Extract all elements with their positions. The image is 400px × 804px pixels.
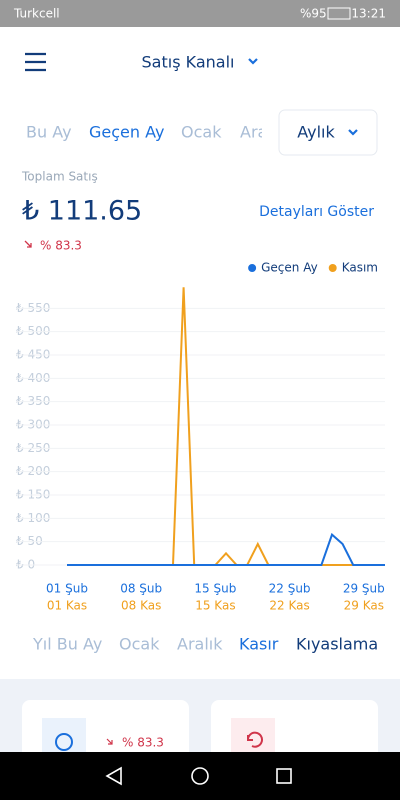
status-bar <box>0 0 400 27</box>
summary-change: % 83.3 <box>40 239 82 253</box>
down-arrow <box>106 738 113 745</box>
carrier: Turkcell <box>13 7 60 21</box>
bottom-tab[interactable]: Ocak <box>119 635 160 654</box>
menu-button[interactable] <box>25 52 46 72</box>
card-change: % 83.3 <box>122 736 164 750</box>
period-select[interactable] <box>278 109 378 156</box>
x-tick-label-secondary: 22 Kas <box>269 599 309 613</box>
x-tick-label-secondary: 29 Kas <box>344 599 384 613</box>
bottom-tab[interactable]: Aralık <box>177 635 223 654</box>
down-arrow <box>24 240 32 248</box>
x-tick-label: 22 Şub <box>269 582 311 596</box>
series-line <box>67 532 385 566</box>
x-tick-label-secondary: 01 Kas <box>47 599 87 613</box>
card-icon-bg <box>231 718 275 758</box>
legend-swatch <box>248 264 257 272</box>
header-title[interactable]: Satış Kanalı <box>142 53 235 72</box>
x-tick-label: 15 Şub <box>194 582 236 596</box>
series-line <box>67 287 375 566</box>
x-tick-label: 29 Şub <box>343 582 385 596</box>
x-tick-label: 08 Şub <box>120 582 162 596</box>
bottom-tab[interactable]: Yıl Bu Ay <box>32 635 102 654</box>
back-button[interactable] <box>105 766 122 786</box>
x-tick-label-secondary: 15 Kas <box>195 599 235 613</box>
summary-label: Toplam Satış <box>21 170 98 184</box>
period-tab[interactable]: Bu Ay <box>26 123 72 142</box>
period-tab[interactable]: Ara <box>240 123 267 142</box>
card-icon-bg <box>42 718 86 758</box>
nav-bar <box>0 752 400 800</box>
recents-button[interactable] <box>276 768 292 784</box>
bottom-tab[interactable]: Kasır <box>239 635 279 654</box>
tab-fade <box>262 110 276 156</box>
dropdown-icon <box>348 129 358 136</box>
period-tab[interactable]: Ocak <box>181 123 222 142</box>
period-tab[interactable]: Geçen Ay <box>89 123 164 142</box>
summary-amount: ₺ 111.65 <box>22 196 142 227</box>
legend-label: Kasım <box>342 261 378 275</box>
return-icon <box>246 731 263 748</box>
home-button[interactable] <box>191 767 209 785</box>
bottom-tab[interactable]: Kıyaslama <box>296 635 378 654</box>
time: 13:21 <box>351 7 386 21</box>
dropdown-icon <box>248 58 258 65</box>
x-tick-label-secondary: 08 Kas <box>121 599 161 613</box>
battery-icon <box>327 7 351 20</box>
legend-swatch <box>328 264 337 272</box>
period-select-label: Aylık <box>297 123 335 142</box>
lira-icon <box>55 733 73 751</box>
legend-label: Geçen Ay <box>261 261 318 275</box>
details-link[interactable]: Detayları Göster <box>259 204 374 220</box>
battery: %95 <box>300 7 327 21</box>
x-tick-label: 01 Şub <box>46 582 88 596</box>
